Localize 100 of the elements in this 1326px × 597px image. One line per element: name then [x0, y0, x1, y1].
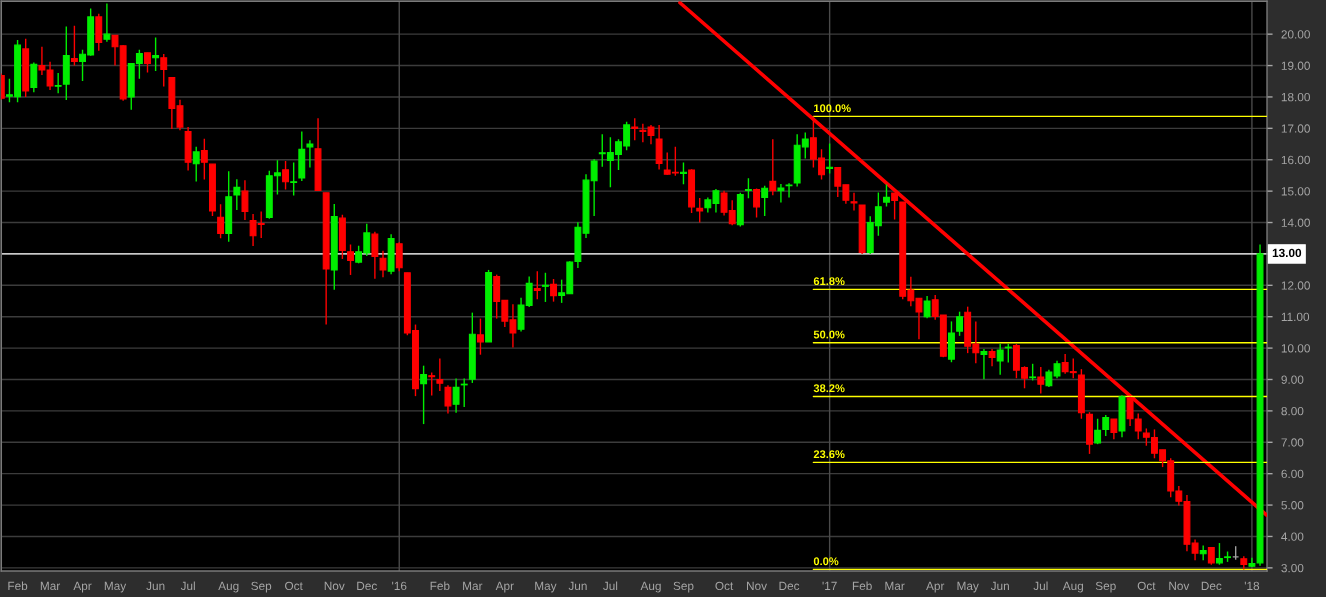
candlestick	[371, 230, 379, 280]
x-tick-label: Mar	[885, 581, 905, 591]
y-tick-label: 11.00	[1281, 312, 1310, 322]
x-tick-label: Dec	[779, 581, 800, 591]
x-tick-label: Jun	[990, 581, 1009, 591]
y-tick-label: 7.00	[1281, 438, 1304, 447]
x-tick-label: Jul	[180, 581, 195, 591]
y-tick-label: 9.00	[1281, 375, 1304, 384]
candlestick	[761, 185, 769, 217]
candlestick	[241, 179, 249, 221]
x-tick-label: Apr	[926, 581, 945, 593]
x-tick-label: Oct	[1137, 581, 1156, 591]
x-tick-label: Jun	[146, 581, 165, 591]
candlestick	[826, 142, 834, 175]
candlestick	[1102, 414, 1110, 437]
candlestick	[144, 51, 151, 74]
x-tick-label: Nov	[747, 581, 768, 591]
candlestick	[631, 117, 639, 141]
candlestick	[1110, 418, 1118, 440]
candlestick	[680, 161, 687, 185]
candlestick	[233, 178, 241, 211]
x-tick-label: Dec	[357, 581, 377, 591]
candlestick	[200, 138, 208, 181]
candlestick	[282, 160, 290, 191]
candlestick	[1215, 542, 1223, 566]
x-tick-label: Sep	[1095, 581, 1116, 593]
y-tick-label: 6.00	[1281, 469, 1304, 479]
y-tick-label: 3.00	[1281, 563, 1304, 573]
candlestick	[152, 36, 160, 72]
x-tick-label: May	[104, 581, 127, 593]
y-tick-label: 10.00	[1281, 344, 1310, 353]
candlestick	[395, 241, 403, 272]
x-tick-label: Feb	[8, 581, 28, 591]
candlestick	[956, 310, 964, 337]
y-tick-label: 19.00	[1281, 61, 1310, 70]
candlestick	[347, 243, 354, 276]
x-tick-label: Feb	[852, 581, 872, 591]
candlestick	[1199, 544, 1207, 562]
x-tick-label: Aug	[640, 581, 661, 593]
candlestick	[476, 317, 484, 356]
series-label: 23.6%	[813, 450, 845, 459]
x-tick-label: Apr	[73, 581, 92, 593]
x-tick-label: Apr	[495, 581, 514, 593]
candlestick	[379, 250, 387, 278]
candlestick	[436, 357, 444, 392]
candlestick	[533, 270, 541, 300]
x-tick-label: Jul	[603, 581, 618, 591]
y-tick-label: 14.00	[1281, 218, 1310, 227]
x-tick-label: Jun	[568, 581, 587, 591]
series-label: 100.0%	[814, 104, 851, 113]
y-tick-label: 8.00	[1281, 406, 1304, 416]
candlestick	[696, 197, 704, 224]
candlestick	[192, 146, 200, 183]
candlestick	[891, 192, 899, 221]
x-tick-label: Nov	[1169, 581, 1190, 591]
candlestick	[744, 177, 752, 200]
y-tick-label: 17.00	[1281, 124, 1310, 133]
candlestick	[444, 384, 452, 415]
candlestick	[420, 364, 428, 425]
x-tick-label: Oct	[285, 581, 303, 591]
x-tick-label: '18	[1244, 581, 1260, 591]
candlestick	[1094, 418, 1102, 445]
y-tick-label: 16.00	[1281, 155, 1310, 165]
y-tick-label: 4.00	[1281, 532, 1304, 541]
x-tick-label: Sep	[251, 581, 272, 593]
series-label: 38.2%	[813, 384, 845, 393]
series-label: 50.0%	[813, 330, 845, 339]
candlestick	[980, 348, 988, 380]
candlestick	[428, 371, 436, 397]
candlestick	[38, 46, 46, 76]
candlestick	[1037, 366, 1045, 395]
candlestick	[290, 161, 298, 197]
candlestick	[541, 272, 549, 303]
candlestick	[103, 2, 111, 43]
y-tick-label: 20.00	[1281, 30, 1310, 39]
candlestick	[753, 187, 761, 219]
x-tick-label: Jul	[1033, 581, 1048, 591]
candlestick	[217, 203, 225, 239]
candlestick	[996, 343, 1004, 376]
candlestick	[769, 138, 777, 196]
candlestick	[160, 53, 168, 88]
candlestick	[777, 183, 785, 204]
y-tick-label: 18.00	[1281, 92, 1310, 102]
ref-line-label: 13.00	[1272, 248, 1302, 258]
candlestick	[46, 61, 54, 91]
candlestick	[850, 192, 858, 212]
x-tick-label: Sep	[673, 581, 694, 593]
x-tick-label: Mar	[40, 581, 61, 591]
x-tick-label: Aug	[1062, 581, 1084, 593]
x-tick-label: Mar	[463, 581, 483, 591]
candlestick	[923, 295, 931, 319]
series-label: 61.8%	[813, 277, 845, 286]
candlestick	[54, 72, 62, 94]
x-tick-label: Feb	[430, 581, 450, 591]
candlestick	[883, 183, 890, 208]
x-tick-label: '17	[822, 581, 837, 590]
candlestick	[452, 377, 460, 414]
y-tick-label: 12.00	[1281, 281, 1310, 290]
series-label: 0.0%	[813, 557, 839, 566]
x-tick-label: Dec	[1201, 581, 1222, 591]
